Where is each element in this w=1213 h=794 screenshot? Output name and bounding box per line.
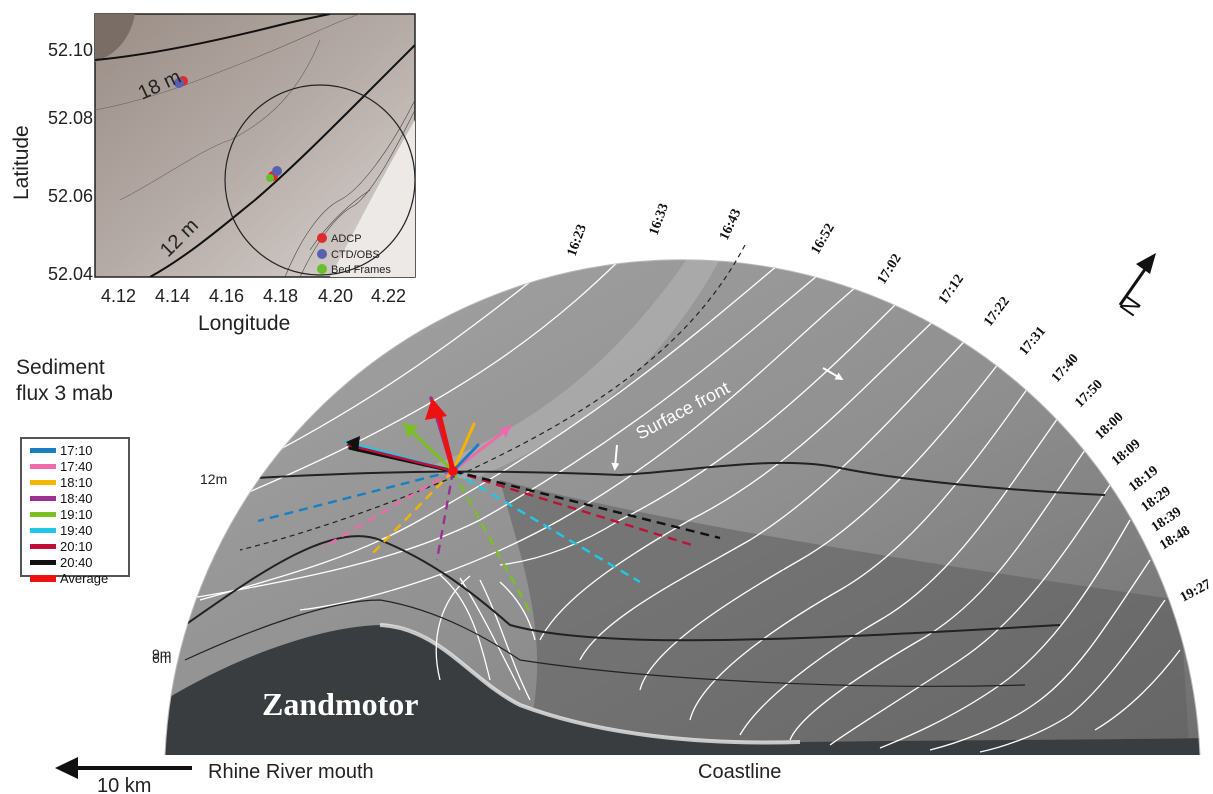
time-label: 17:31 [1017,324,1049,359]
time-label: 17:22 [981,294,1013,329]
legend-label: 20:10 [60,538,93,554]
legend-item: 20:40 [30,554,128,570]
legend-label: 20:40 [60,554,93,570]
legend-swatch [30,543,56,549]
depth-label-12m: 12m [200,471,227,487]
inset-xlabel: Longitude [198,312,290,335]
legend-label: Average [60,570,109,586]
time-label: 18:00 [1092,410,1126,443]
dashed-front-lines [239,244,746,551]
north-arrow: N [1115,253,1156,321]
legend-item: 18:40 [30,490,128,506]
zandmotor-label: Zandmotor [262,686,418,722]
coastline-label: Coastline [698,761,781,783]
legend-swatch [30,479,56,485]
inset-xtick: 4.20 [318,286,353,306]
time-label: 17:40 [1049,351,1082,385]
legend-item: 17:10 [30,442,128,458]
inset-xtick: 4.16 [209,286,244,306]
legend-label: 19:10 [60,506,93,522]
legend-swatch [30,527,56,533]
inset-ytick: 52.04 [48,264,93,284]
inset-xtick: 4.18 [263,286,298,306]
inset-ytick: 52.06 [48,186,93,206]
flux-dashed-rays [257,469,721,613]
inset-legend-adcp: ADCP [331,233,362,245]
inset-xtick: 4.22 [371,286,406,306]
legend-label: 17:40 [60,458,93,474]
legend-item: 20:10 [30,538,128,554]
sediment-flux-legend: 17:10 17:40 18:10 18:40 19:10 19:40 20:1… [20,437,130,586]
legend-swatch [30,495,56,501]
inset-legend-bedframes: Bed Frames [331,264,391,276]
time-label: 16:33 [647,202,672,238]
inset-ytick: 52.10 [48,40,93,60]
inset-xtick: 4.14 [155,286,190,306]
time-label: 16:52 [808,221,837,257]
legend-label: 18:10 [60,474,93,490]
legend-swatch [30,559,56,565]
legend-title-line1: Sediment [16,356,105,379]
inset-ylabel: Latitude [10,125,33,200]
time-label: 19:27 [1178,577,1213,606]
legend-item: 19:40 [30,522,128,538]
surface-front-arrows [611,367,844,471]
scale-label: 10 km [97,775,151,794]
legend-item: 19:10 [30,506,128,522]
radar-image [165,259,1200,755]
isochrone-lines [179,259,1181,753]
flux-arrows [344,396,512,476]
legend-item: 17:40 [30,458,128,474]
inset-map: 18 m 12 m ADCP CTD/OBS Bed Frames 52.10 … [10,13,416,335]
legend-swatch [30,463,56,469]
legend-title-line2: flux 3 mab [16,382,113,405]
time-label: 17:02 [875,251,905,287]
legend-label: 18:40 [60,490,93,506]
legend-item: 18:10 [30,474,128,490]
legend-swatch [30,511,56,517]
rhine-scale-arrow [55,757,192,779]
legend-label: 17:10 [60,442,93,458]
depth-label-9m: 9m [152,646,171,662]
depth-contours [184,461,1106,687]
legend-label: 19:40 [60,522,93,538]
time-label: 17:12 [936,272,967,307]
rhine-label: Rhine River mouth [208,761,374,783]
depth-label-6m: 6m [152,650,172,666]
north-label: N [1115,292,1147,322]
inset-ytick: 52.08 [48,108,93,128]
inset-legend-ctd: CTD/OBS [331,249,380,261]
legend-title: Sediment flux 3 mab [16,355,156,407]
time-label: 18:09 [1109,437,1144,469]
inset-xtick: 4.12 [101,286,136,306]
time-label: 16:43 [717,207,744,243]
legend-swatch [30,447,56,453]
time-label: 17:50 [1072,377,1106,411]
time-label: 16:23 [565,223,590,259]
legend-swatch [30,574,56,582]
legend-item: Average [30,570,128,586]
